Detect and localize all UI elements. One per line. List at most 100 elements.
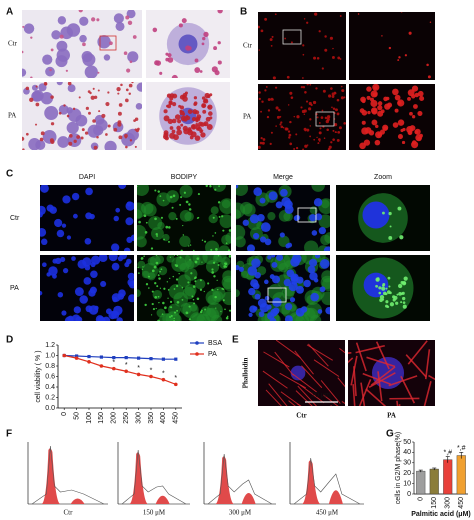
cell	[182, 94, 186, 99]
point	[174, 382, 178, 387]
cell	[188, 318, 192, 321]
x-tick-label: 300	[445, 497, 452, 509]
cell	[402, 301, 406, 304]
cell	[82, 53, 96, 67]
cell	[82, 257, 92, 267]
cell	[152, 290, 163, 300]
cell	[249, 214, 260, 224]
cell	[280, 188, 288, 197]
row-label: Ctr	[243, 42, 253, 50]
image-content	[348, 340, 435, 406]
cell	[394, 94, 401, 101]
cell	[188, 208, 192, 211]
cell	[66, 121, 79, 134]
cell	[258, 91, 261, 94]
cell	[279, 232, 285, 238]
cell	[126, 236, 133, 243]
cell	[274, 13, 277, 16]
cell	[260, 110, 263, 113]
fiber	[358, 379, 372, 406]
cell	[296, 115, 300, 119]
cell	[105, 133, 108, 136]
cell	[388, 285, 391, 288]
cell	[419, 133, 423, 138]
cell	[288, 133, 292, 137]
cell	[384, 103, 391, 110]
cell	[389, 225, 392, 228]
cell	[330, 87, 333, 90]
cell	[318, 30, 321, 33]
cell	[276, 115, 280, 119]
cell	[78, 96, 81, 99]
cell	[187, 109, 193, 114]
condition-label: 300 μM	[229, 509, 252, 517]
cell	[394, 108, 399, 113]
cell	[35, 123, 38, 126]
cell	[199, 311, 203, 314]
cell	[148, 287, 150, 289]
x-tick-label: 0	[61, 412, 68, 416]
point	[112, 366, 116, 371]
cell	[240, 270, 249, 279]
image-content	[236, 185, 330, 251]
image-bg	[349, 12, 435, 80]
cell	[175, 278, 179, 281]
cell	[67, 315, 74, 321]
cell	[201, 103, 207, 109]
bar	[456, 455, 466, 495]
cell	[202, 255, 218, 265]
fiber	[313, 359, 340, 377]
cell	[258, 25, 260, 29]
fiber	[377, 371, 383, 402]
fiber	[330, 405, 332, 406]
image-content	[262, 340, 345, 406]
cell	[125, 145, 128, 149]
cell	[287, 130, 291, 133]
cell	[382, 211, 385, 215]
cell	[194, 260, 198, 264]
cell	[268, 191, 278, 201]
cell	[361, 98, 366, 104]
cell	[218, 215, 221, 218]
cell	[119, 255, 127, 260]
cell	[334, 92, 337, 95]
cell	[125, 98, 129, 103]
fiber	[280, 391, 302, 406]
cell	[336, 138, 340, 142]
cell	[188, 203, 191, 206]
cell	[199, 279, 202, 282]
cell	[67, 82, 72, 86]
cell	[205, 240, 220, 251]
cell	[194, 276, 197, 279]
cell	[44, 106, 59, 121]
cell	[293, 148, 296, 150]
cell	[267, 109, 271, 112]
fiber	[353, 366, 357, 397]
cell	[184, 91, 188, 95]
y-tick-label: 30	[403, 460, 411, 467]
cell	[359, 142, 366, 150]
cell	[260, 137, 263, 140]
cell	[96, 136, 99, 139]
cell	[180, 196, 183, 199]
cell	[282, 126, 285, 129]
cell	[214, 70, 220, 76]
image-content	[40, 185, 134, 251]
row-label: PA	[243, 113, 251, 121]
zoom-box	[99, 35, 117, 51]
x-tick-label: 300	[135, 412, 142, 424]
cell	[128, 83, 133, 88]
cell	[217, 201, 221, 204]
cell	[276, 255, 284, 261]
cell	[81, 128, 85, 132]
cell	[49, 68, 52, 72]
cell	[189, 259, 191, 261]
cell	[179, 185, 193, 198]
cell	[258, 145, 261, 149]
fiber	[307, 343, 329, 367]
cell	[316, 116, 319, 119]
cell	[172, 93, 178, 99]
cell	[290, 41, 293, 44]
fiber	[428, 374, 435, 381]
